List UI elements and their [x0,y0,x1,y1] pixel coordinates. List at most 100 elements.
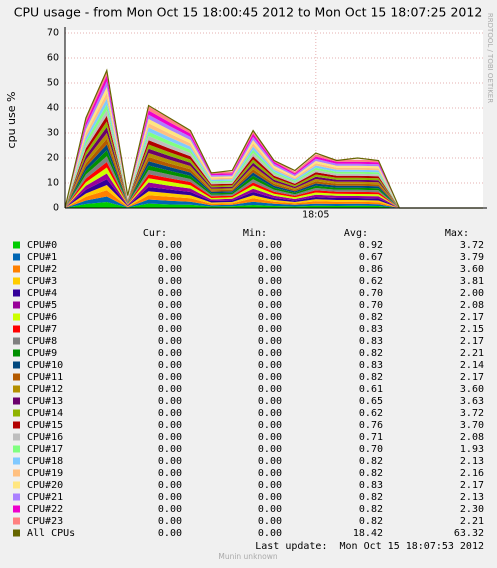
legend-label: CPU#3 [27,276,57,287]
legend-swatch [13,481,20,489]
stat-value: 0.00 [258,456,282,467]
stat-value: 3.60 [460,384,484,395]
stat-value: 2.15 [460,324,484,335]
legend-swatch [13,277,20,285]
legend-swatch [13,313,20,321]
stat-value: 3.60 [460,264,484,275]
stat-value: 0.82 [359,492,383,503]
stat-value: 3.81 [460,276,484,287]
y-tick-label: 70 [47,28,59,39]
stat-value: 0.70 [359,288,383,299]
stat-value: 3.79 [460,252,484,263]
legend-swatch [13,421,20,429]
legend-swatch [13,373,20,381]
stat-value: 0.82 [359,312,383,323]
stat-value: 0.00 [258,528,282,539]
stat-value: 0.00 [158,444,182,455]
chart-title: CPU usage - from Mon Oct 15 18:00:45 201… [14,5,483,20]
stat-value: 0.00 [258,432,282,443]
stat-value: 0.00 [258,480,282,491]
legend-swatch [13,529,20,537]
stat-value: 2.00 [460,288,484,299]
legend-label: CPU#11 [27,372,63,383]
stat-value: 0.76 [359,420,383,431]
stat-value: 0.83 [359,360,383,371]
stat-value: 0.00 [158,396,182,407]
stat-value: 0.00 [158,360,182,371]
stat-value: 0.00 [258,252,282,263]
legend-swatch [13,469,20,477]
stat-value: 0.82 [359,516,383,527]
stat-value: 2.30 [460,504,484,515]
y-tick-label: 50 [47,78,59,89]
legend-label: CPU#6 [27,312,57,323]
side-text: RRDTOOL / TOBI OETIKER [486,13,494,103]
legend-label: CPU#9 [27,348,57,359]
stat-value: 0.82 [359,348,383,359]
stat-value: 0.00 [258,300,282,311]
legend-swatch [13,265,20,273]
stat-value: 2.14 [460,360,484,371]
legend-label: CPU#4 [27,288,57,299]
legend-swatch [13,457,20,465]
stack-area [65,167,483,208]
legend-swatch [13,517,20,525]
legend-swatch [13,433,20,441]
legend-label: CPU#16 [27,432,63,443]
stat-value: 0.00 [158,468,182,479]
stat-value: 0.71 [359,432,383,443]
stat-value: 0.00 [258,336,282,347]
stack-area [65,150,483,208]
legend-label: CPU#19 [27,468,63,479]
legend-swatch [13,397,20,405]
stat-value: 0.00 [158,528,182,539]
stat-value: 0.61 [359,384,383,395]
stat-value: 0.00 [158,384,182,395]
stack-area [65,196,483,208]
legend-swatch [13,505,20,513]
footer: Munin unknown [218,552,278,561]
stat-value: 0.00 [258,360,282,371]
legend-label: CPU#13 [27,396,63,407]
stat-value: 3.63 [460,396,484,407]
stat-value: 0.67 [359,252,383,263]
x-tick-label: 18:05 [302,210,329,221]
stat-value: 2.21 [460,516,484,527]
stack-area [65,202,483,208]
legend-label: CPU#20 [27,480,63,491]
stat-value: 0.00 [258,420,282,431]
stat-value: 0.83 [359,324,383,335]
stat-value: 0.92 [359,240,383,251]
stats-header: Cur: [143,228,167,239]
stat-value: 2.16 [460,468,484,479]
stats-header: Max: [445,228,469,239]
legend-swatch [13,361,20,369]
y-tick-label: 40 [47,103,59,114]
legend-swatch [13,385,20,393]
legend-label: CPU#23 [27,516,63,527]
stat-value: 0.82 [359,504,383,515]
stat-value: 0.00 [158,324,182,335]
stat-value: 1.93 [460,444,484,455]
stat-value: 0.00 [158,456,182,467]
stat-value: 0.62 [359,408,383,419]
stat-value: 0.00 [158,348,182,359]
legend-swatch [13,493,20,501]
stats-header: Min: [243,228,267,239]
stat-value: 0.70 [359,444,383,455]
stack-area [65,179,483,208]
stat-value: 0.00 [258,324,282,335]
stat-value: 0.00 [258,504,282,515]
stat-value: 0.00 [158,372,182,383]
stat-value: 0.00 [158,300,182,311]
legend-swatch [13,445,20,453]
legend-label: CPU#8 [27,336,57,347]
stat-value: 0.86 [359,264,383,275]
stat-value: 3.72 [460,240,484,251]
stat-value: 0.65 [359,396,383,407]
stat-value: 0.00 [158,264,182,275]
stack-area [65,185,483,208]
legend-label: CPU#2 [27,264,57,275]
stat-value: 0.00 [158,240,182,251]
stat-value: 0.00 [158,420,182,431]
